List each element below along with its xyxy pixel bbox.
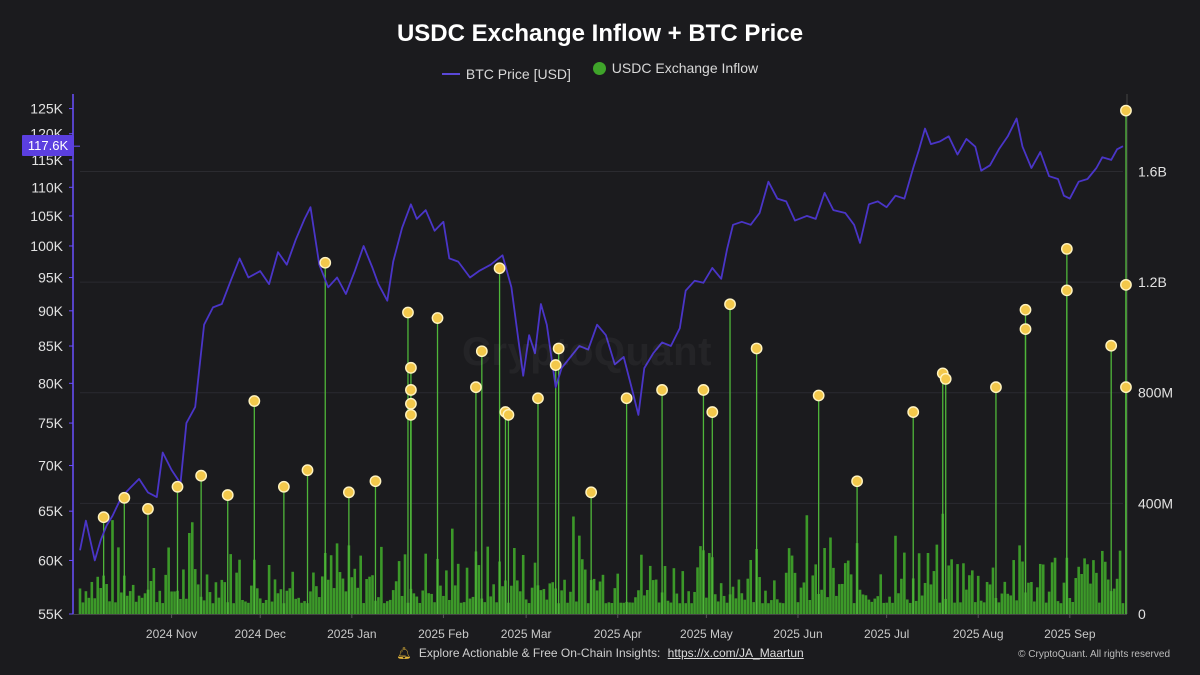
- left-axis-label: 105K: [30, 208, 63, 224]
- inflow-spike-marker: [369, 475, 382, 488]
- left-axis-label: 55K: [38, 606, 64, 622]
- inflow-spike-marker: [342, 486, 355, 499]
- inflow-spike-marker: [301, 464, 314, 477]
- inflow-bars-group: [78, 110, 1127, 614]
- inflow-spike-marker: [585, 486, 598, 499]
- footer: 🔔︎ Explore Actionable & Free On-Chain In…: [0, 646, 1200, 660]
- inflow-spike-marker: [1060, 284, 1073, 297]
- left-axis-label: 90K: [38, 303, 64, 319]
- inflow-spike-marker: [1060, 242, 1073, 255]
- inflow-spike-marker: [277, 480, 290, 493]
- current-price-badge: 117.6K: [22, 135, 74, 156]
- inflow-spike-marker: [812, 389, 825, 402]
- inflow-spike-marker: [656, 384, 668, 396]
- left-axis-label: 65K: [38, 503, 64, 519]
- inflow-spike-marker: [405, 384, 417, 396]
- x-axis-label: 2025 Sep: [1044, 627, 1096, 641]
- left-axis-label: 75K: [38, 415, 64, 431]
- inflow-spike-marker: [248, 395, 261, 407]
- inflow-spike-marker: [97, 511, 110, 524]
- inflow-spike-marker: [1105, 339, 1118, 352]
- inflow-spike-marker: [405, 408, 417, 421]
- x-axis-label: 2025 May: [680, 627, 733, 641]
- left-axis-label: 70K: [38, 458, 64, 474]
- right-axis-label: 1.2B: [1138, 274, 1167, 290]
- legend-dot-swatch: [592, 61, 606, 75]
- inflow-spike-marker: [475, 345, 488, 358]
- left-axis-label: 100K: [30, 238, 63, 254]
- inflow-spike-marker: [171, 480, 184, 493]
- right-axis-label: 0: [1138, 606, 1146, 622]
- inflow-spike-marker: [405, 361, 417, 374]
- left-axis-label: 85K: [38, 338, 64, 354]
- footer-text: Explore Actionable & Free On-Chain Insig…: [418, 646, 661, 660]
- footer-link[interactable]: https://x.com/JA_Maartun: [667, 646, 804, 660]
- copyright-text: © CryptoQuant. All rights reserved: [1018, 649, 1170, 660]
- right-axis-label: 400M: [1138, 495, 1173, 511]
- inflow-spike-marker: [1120, 381, 1132, 394]
- legend-line-swatch: [441, 72, 460, 75]
- right-axis-label: 1.6B: [1138, 163, 1167, 179]
- inflow-spike-marker: [724, 298, 736, 311]
- x-axis-label: 2025 Apr: [594, 627, 642, 641]
- legend-item-btc-price[interactable]: BTC Price [USD]: [441, 65, 571, 82]
- inflow-spike-marker: [142, 502, 154, 515]
- inflow-spike-marker: [851, 475, 863, 488]
- inflow-spike-marker: [195, 469, 208, 482]
- inflow-spike-marker: [431, 312, 444, 324]
- x-axis-label: 2024 Dec: [235, 627, 286, 641]
- x-axis-label: 2025 Jan: [327, 627, 376, 641]
- x-axis-label: 2025 Jun: [773, 627, 822, 641]
- inflow-spike-marker: [549, 359, 562, 371]
- x-axis-label: 2024 Nov: [146, 627, 197, 641]
- inflow-spike-marker: [402, 306, 414, 319]
- inflow-spike-marker: [939, 372, 952, 385]
- inflow-spike-marker: [750, 342, 763, 355]
- inflow-spike-marker: [502, 408, 515, 421]
- inflow-spike-marker: [221, 489, 234, 501]
- left-axis-label: 80K: [38, 375, 64, 391]
- chart-legend: BTC Price [USD] USDC Exchange Inflow: [0, 60, 1200, 82]
- inflow-spike-marker: [405, 397, 417, 410]
- x-axis-label: 2025 Jul: [864, 627, 909, 641]
- inflow-spike-marker: [1120, 278, 1132, 291]
- left-axis-label: 125K: [30, 101, 63, 117]
- x-axis-label: 2025 Aug: [953, 627, 1004, 641]
- inflow-spike-marker: [493, 262, 506, 275]
- btc-price-line: [79, 117, 1124, 562]
- inflow-spike-marker: [706, 406, 719, 418]
- bell-icon: 🔔︎: [396, 646, 412, 660]
- inflow-spike-marker: [907, 406, 920, 418]
- x-axis-label: 2025 Mar: [501, 627, 552, 641]
- inflow-spike-marker: [1120, 104, 1132, 117]
- inflow-spike-marker: [552, 342, 565, 355]
- inflow-spike-marker: [470, 381, 482, 394]
- inflow-spike-marker: [620, 392, 633, 405]
- right-axis-label: 800M: [1138, 385, 1173, 401]
- x-axis-label: 2025 Feb: [418, 627, 469, 641]
- inflow-spike-marker: [532, 392, 544, 405]
- chart-title: USDC Exchange Inflow + BTC Price: [396, 20, 804, 47]
- legend-label-usdc-inflow: USDC Exchange Inflow: [611, 60, 759, 76]
- legend-label-btc-price: BTC Price [USD]: [465, 65, 571, 82]
- inflow-spike-marker: [319, 256, 332, 269]
- left-axis-label: 60K: [38, 552, 64, 568]
- cryptoquant-watermark: CryptoQuant: [462, 330, 712, 375]
- inflow-spike-marker: [1019, 323, 1032, 336]
- left-axis-label: 95K: [38, 270, 64, 286]
- inflow-spike-marker: [118, 491, 131, 504]
- left-axis-label: 110K: [31, 179, 63, 195]
- inflow-spike-marker: [1019, 303, 1032, 316]
- inflow-spike-marker: [697, 384, 710, 396]
- inflow-spike-marker: [990, 381, 1002, 394]
- legend-item-usdc-inflow[interactable]: USDC Exchange Inflow: [592, 60, 759, 76]
